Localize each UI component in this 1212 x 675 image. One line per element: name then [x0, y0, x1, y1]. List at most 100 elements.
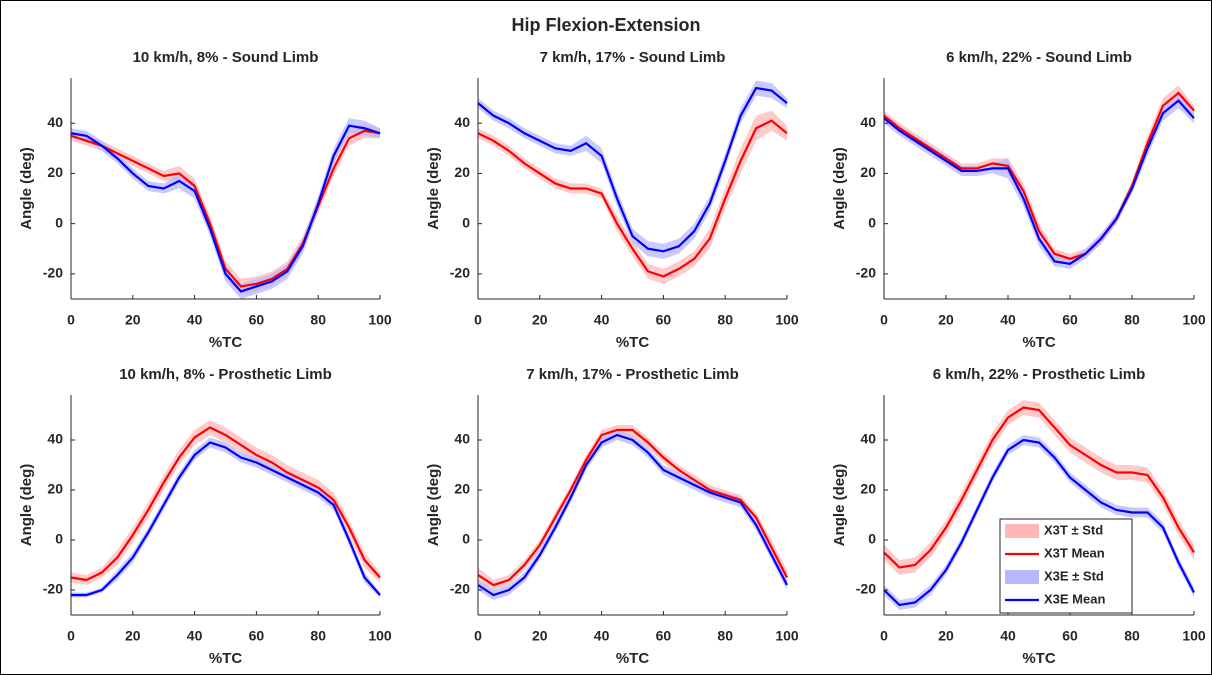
x-tick-label: 0: [880, 312, 888, 328]
x-tick-label: 60: [1062, 312, 1078, 328]
y-axis-label: Angle (deg): [831, 147, 848, 230]
mean-line: [477, 86, 788, 253]
y-tick-label: -20: [450, 581, 470, 597]
x-tick-label: 0: [67, 628, 75, 644]
std-band: [884, 93, 1194, 269]
x-tick-label: 40: [187, 628, 203, 644]
x-tick-label: 80: [310, 312, 326, 328]
subplot-title: 6 km/h, 22% - Prosthetic Limb: [933, 366, 1146, 383]
x-tick-label: 0: [880, 628, 888, 644]
x-tick-label: 100: [775, 628, 799, 644]
subplot: 10 km/h, 8% - Prosthetic Limb 0 20 40 60 80 10…: [18, 366, 392, 667]
y-axis-label: Angle (deg): [425, 147, 442, 230]
y-tick-label: 40: [454, 114, 470, 130]
legend-band-swatch: [1005, 524, 1039, 538]
y-tick-label: -20: [856, 265, 876, 281]
x-tick-label: 60: [1062, 628, 1078, 644]
x-tick-label: 60: [656, 312, 672, 328]
x-tick-label: 0: [67, 312, 75, 328]
x-tick-label: 40: [1000, 312, 1016, 328]
y-tick-label: 0: [868, 214, 876, 230]
x-tick-label: 40: [594, 312, 610, 328]
x-tick-label: 40: [187, 312, 203, 328]
x-tick-label: 80: [717, 312, 733, 328]
legend-label: X3E Mean: [1044, 591, 1105, 606]
x-tick-label: 100: [368, 628, 392, 644]
y-tick-label: 20: [454, 164, 470, 180]
mean-line: [477, 433, 788, 597]
std-band: [71, 420, 380, 585]
x-tick-label: 80: [717, 628, 733, 644]
x-axis-label: %TC: [616, 650, 650, 667]
x-tick-label: 80: [310, 628, 326, 644]
std-band: [884, 400, 1194, 575]
y-tick-label: -20: [43, 581, 63, 597]
legend-band-swatch: [1005, 570, 1039, 584]
mean-line: [477, 428, 788, 587]
y-tick-label: 40: [860, 431, 876, 447]
x-tick-label: 40: [1000, 628, 1016, 644]
y-tick-label: 0: [868, 531, 876, 547]
legend: X3T ± Std X3T Mean X3E ± Std X3E Mean: [999, 518, 1133, 614]
y-axis-label: Angle (deg): [18, 147, 35, 230]
x-tick-label: 100: [368, 312, 392, 328]
y-tick-label: 40: [47, 431, 63, 447]
x-tick-label: 20: [532, 628, 548, 644]
subplot: 7 km/h, 17% - Prosthetic Limb 0 20 40 60 80 10…: [425, 366, 799, 667]
subplot-title: 10 km/h, 8% - Sound Limb: [133, 49, 319, 66]
y-tick-label: 0: [462, 531, 470, 547]
y-tick-label: 40: [47, 114, 63, 130]
x-tick-label: 80: [1124, 312, 1140, 328]
subplot-title: 10 km/h, 8% - Prosthetic Limb: [119, 366, 332, 383]
std-band: [71, 118, 380, 299]
x-tick-label: 100: [1182, 312, 1206, 328]
legend-label: X3T Mean: [1044, 545, 1105, 560]
y-axis-label: Angle (deg): [425, 464, 442, 547]
x-axis-label: %TC: [209, 650, 243, 667]
x-tick-label: 20: [938, 628, 954, 644]
mean-line: [71, 441, 381, 597]
y-tick-label: 20: [860, 481, 876, 497]
mean-line: [883, 438, 1195, 607]
y-axis-label: Angle (deg): [18, 464, 35, 547]
x-tick-label: 20: [125, 312, 141, 328]
y-tick-label: -20: [450, 265, 470, 281]
mean-line: [70, 124, 381, 293]
mean-line: [883, 406, 1195, 569]
y-tick-label: 0: [55, 214, 63, 230]
subplot: 7 km/h, 17% - Sound Limb 0 20 40 60 80 100 -20 0…: [425, 49, 799, 351]
y-tick-label: -20: [856, 581, 876, 597]
subplot-title: 7 km/h, 17% - Sound Limb: [540, 49, 726, 66]
mean-line: [70, 426, 381, 582]
y-axis-label: Angle (deg): [831, 464, 848, 547]
y-tick-label: 20: [47, 481, 63, 497]
y-tick-label: 20: [454, 481, 470, 497]
y-tick-label: 0: [55, 531, 63, 547]
x-tick-label: 60: [249, 628, 265, 644]
mean-line: [70, 129, 381, 288]
x-axis-label: %TC: [1022, 334, 1056, 351]
x-tick-label: 20: [938, 312, 954, 328]
x-tick-label: 20: [532, 312, 548, 328]
mean-line: [883, 99, 1195, 265]
subplot-title: 7 km/h, 17% - Prosthetic Limb: [526, 366, 739, 383]
figure-title: Hip Flexion-Extension: [511, 15, 700, 35]
subplot: 6 km/h, 22% - Sound Limb 0 20 40 60 80 100 -20 0…: [831, 49, 1206, 351]
y-tick-label: 20: [47, 164, 63, 180]
legend-label: X3T ± Std: [1044, 522, 1103, 537]
y-tick-label: 20: [860, 164, 876, 180]
subplot-title: 6 km/h, 22% - Sound Limb: [946, 49, 1132, 66]
y-tick-label: 40: [860, 114, 876, 130]
x-axis-label: %TC: [209, 334, 243, 351]
subplot: 10 km/h, 8% - Sound Limb 0 20 40 60 80 100 -20 0…: [18, 49, 392, 351]
x-tick-label: 0: [474, 312, 482, 328]
y-tick-label: 0: [462, 214, 470, 230]
x-tick-label: 40: [594, 628, 610, 644]
x-tick-label: 60: [249, 312, 265, 328]
subplot: 6 km/h, 22% - Prosthetic Limb 0 20 40 60 80 10…: [831, 366, 1206, 667]
x-tick-label: 80: [1124, 628, 1140, 644]
mean-line: [477, 119, 788, 278]
x-tick-label: 100: [1182, 628, 1206, 644]
y-tick-label: 40: [454, 431, 470, 447]
